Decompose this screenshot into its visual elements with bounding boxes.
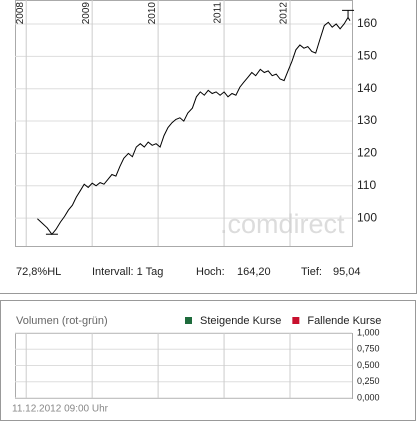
- legend-swatch: [292, 317, 300, 324]
- x-tick-label: 2009: [81, 2, 92, 25]
- x-tick-label: 2011: [213, 2, 224, 24]
- interval-info: Intervall: 1 Tag: [92, 266, 163, 278]
- y-tick-label: 160: [357, 16, 377, 30]
- low-label: Tief:: [301, 266, 322, 278]
- x-tick-label: 2008: [15, 2, 26, 25]
- y-tick-label: 120: [357, 146, 377, 160]
- watermark: .comdirect: [220, 209, 345, 239]
- legend-label: Fallende Kurse: [307, 315, 381, 327]
- x-tick-label: 2012: [279, 2, 290, 25]
- y-tick-label: 0,750: [357, 344, 380, 354]
- y-tick-label: 0,000: [357, 392, 380, 402]
- y-tick-label: 100: [357, 210, 377, 224]
- timestamp: 11.12.2012 09:00 Uhr: [12, 404, 109, 415]
- y-tick-label: 0,500: [357, 360, 380, 370]
- plot-area: [15, 0, 353, 247]
- y-tick-label: 140: [357, 81, 377, 95]
- legend-label: Steigende Kurse: [200, 315, 281, 327]
- legend-swatch: [185, 317, 192, 324]
- x-tick-label: 2010: [147, 2, 158, 25]
- y-tick-label: 130: [357, 113, 377, 127]
- range-info: 72,8%HL: [16, 266, 61, 278]
- volume-title: Volumen (rot-grün): [16, 315, 108, 327]
- price-line: [37, 16, 351, 236]
- y-tick-label: 150: [357, 48, 377, 62]
- low-value: 95,04: [333, 266, 361, 278]
- high-value: 164,20: [237, 266, 271, 278]
- high-label: Hoch:: [196, 266, 225, 278]
- y-tick-label: 0,250: [357, 376, 380, 386]
- y-tick-label: 110: [357, 178, 376, 192]
- volume-panel: [0, 300, 416, 421]
- y-tick-label: 1,000: [357, 327, 380, 337]
